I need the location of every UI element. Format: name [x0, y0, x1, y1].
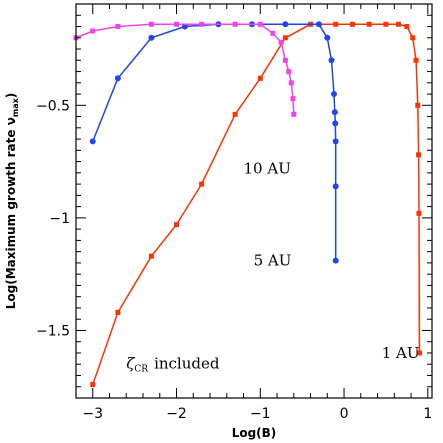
series-0-point: [232, 111, 238, 117]
series-1-point: [114, 75, 121, 82]
series-0-point: [410, 35, 416, 41]
x-tick-label: −2: [166, 406, 187, 422]
tick-labels-group: −3 −2 −1 0 1 −0.5 −1 −1.5: [36, 98, 432, 422]
x-axis-title: Log(B): [232, 426, 277, 440]
series-1-point: [324, 34, 331, 41]
series-2-point: [288, 80, 294, 86]
y-tick-label: −1: [49, 211, 70, 227]
axis-ticks-group: [75, 3, 432, 399]
series-0-point: [416, 350, 422, 356]
series-0-point: [383, 21, 389, 27]
series-0-point: [148, 253, 154, 259]
series-0-point: [416, 152, 422, 158]
series-0-point: [115, 309, 121, 315]
series-1-point: [332, 257, 339, 264]
series-0-point: [349, 21, 355, 27]
series-0-point: [395, 21, 401, 27]
series-2-point: [282, 57, 288, 63]
y-tick-label: −0.5: [36, 98, 70, 114]
y-axis-title-subscript: max: [11, 97, 20, 117]
y-axis-title-close: ): [4, 93, 18, 98]
series-0-point: [416, 210, 422, 216]
x-tick-label: 0: [340, 406, 349, 422]
series-0-point: [174, 222, 180, 228]
series-label: 1 AU: [382, 344, 420, 362]
series-0-point: [90, 381, 96, 387]
included-text: included: [154, 355, 220, 373]
zeta-cr-annotation: ζCR included: [126, 355, 220, 375]
series-1-point: [330, 91, 337, 98]
y-axis-title: Log(Maximum growth rate νmax): [4, 93, 20, 310]
series-2-point: [291, 111, 297, 117]
x-tick-label: −3: [82, 406, 103, 422]
y-axis-title-main: Log(Maximum growth rate ν: [4, 117, 18, 309]
series-2-point: [270, 30, 276, 36]
series-0-point: [257, 75, 263, 81]
x-tick-label: −1: [250, 406, 271, 422]
series-0-point: [199, 181, 205, 187]
series-2-point: [174, 21, 180, 27]
x-tick-label: 1: [423, 406, 432, 422]
series-label: 10 AU: [244, 159, 291, 177]
series-0-point: [366, 21, 372, 27]
series-line-1: [92, 23, 337, 261]
series-2-point: [290, 96, 296, 102]
plot-frame: [75, 3, 433, 399]
y-tick-label: −1.5: [36, 323, 70, 339]
series-0-point: [282, 35, 288, 41]
series-1-point: [331, 109, 338, 116]
series-2-point: [90, 28, 96, 34]
series-1-point: [328, 57, 335, 64]
series-1-point: [282, 21, 289, 28]
cr-subscript: CR: [134, 365, 148, 375]
series-2-point: [278, 39, 284, 45]
series-1-point: [332, 183, 339, 190]
series-1-point: [315, 21, 322, 28]
series-labels-group: 1 AU 5 AU 10 AU: [244, 159, 420, 362]
series-2-point: [286, 69, 292, 75]
series-label: 5 AU: [254, 252, 292, 270]
series-1-point: [332, 120, 339, 127]
series-0-point: [333, 21, 339, 27]
plot-series-group: [73, 21, 422, 387]
series-1-point: [89, 138, 96, 145]
series-1-point: [148, 34, 155, 41]
series-line-0: [92, 23, 421, 385]
series-2-point: [199, 21, 205, 27]
series-2-point: [257, 21, 263, 27]
zeta-symbol: ζ: [126, 355, 135, 373]
series-1-point: [332, 138, 339, 145]
series-0-point: [413, 57, 419, 63]
series-2-point: [148, 21, 154, 27]
series-0-point: [404, 24, 410, 30]
series-0-point: [415, 102, 421, 108]
series-2-point: [115, 24, 121, 30]
series-2-point: [232, 21, 238, 27]
